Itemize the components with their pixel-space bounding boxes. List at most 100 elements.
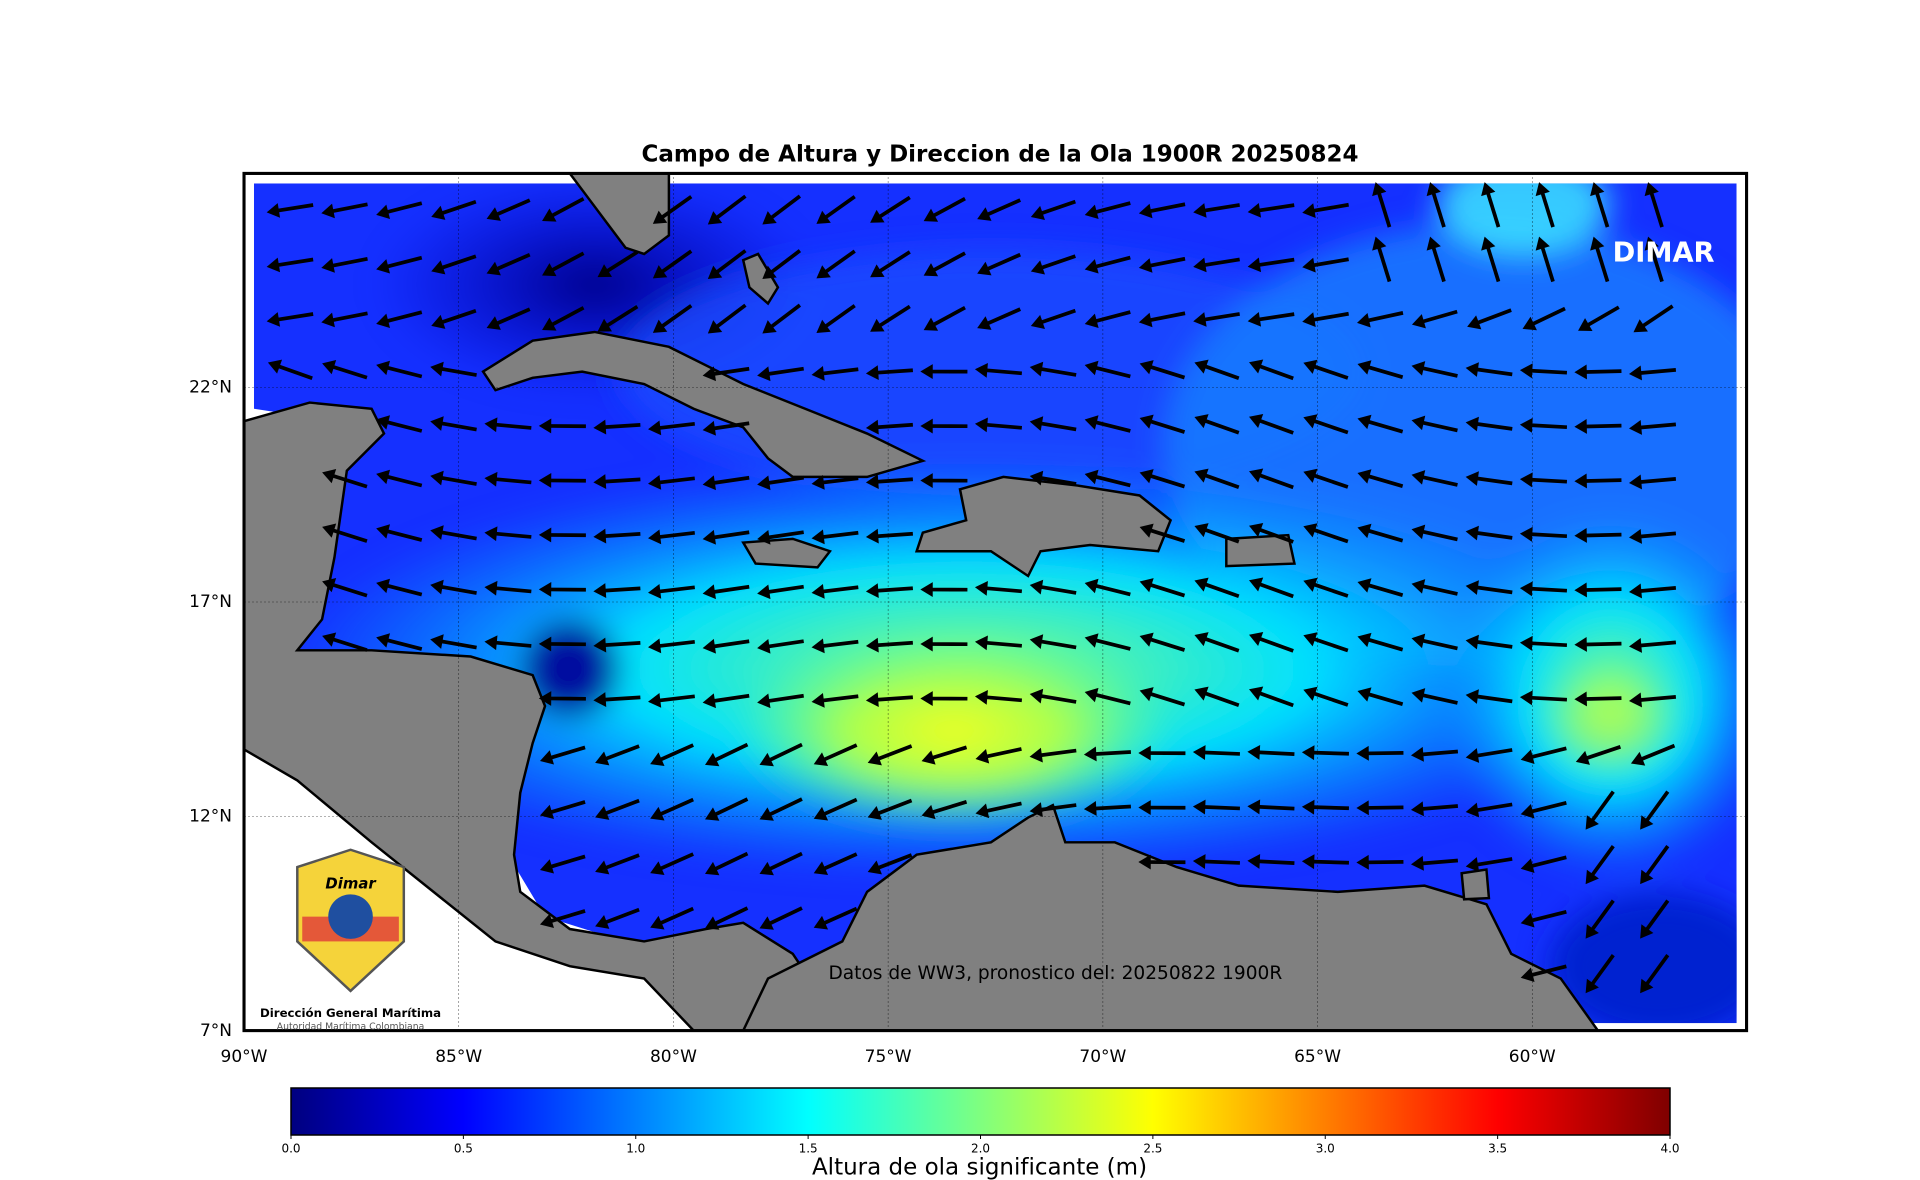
wave-arrow [1084,415,1131,433]
arrow-shaft [1642,790,1670,825]
wave-arrow [1084,255,1131,274]
wave-arrow [648,474,695,490]
axes: 90°W 85°W 80°W 75°W 70°W 65°W 60°W 7°N 12°N 17°N 2… [189,173,1747,1067]
wave-arrow [593,583,641,598]
arrow-head [1535,182,1550,197]
arrow-head [1465,471,1479,486]
wave-arrow [1535,182,1555,228]
arrow-head [867,860,882,875]
arrow-shaft [873,368,914,375]
arrow-head [1084,313,1099,329]
arrow-head [1194,359,1209,374]
arrow-shaft [600,695,641,702]
arrow-shaft [1418,474,1458,487]
arrow-shaft [1364,418,1404,434]
arrow-head [977,207,992,221]
arrow-shaft [437,529,477,541]
arrow-shaft [764,584,804,595]
wave-arrow [811,366,859,381]
arrow-head [1574,582,1587,598]
arrow-shaft [765,906,803,927]
arrow-shaft [1309,750,1349,756]
arrow-shaft [873,477,914,484]
wave-arrow [811,529,859,545]
wave-arrow [920,582,968,598]
wave-arrow [376,201,423,219]
arrow-head [593,637,607,653]
arrow-head [1356,800,1369,816]
arrow-shaft [656,743,694,763]
wave-arrow [648,420,695,436]
wave-arrow [757,693,804,709]
wave-arrow [1357,414,1404,434]
wave-arrow [1585,954,1615,994]
wave-arrow [1301,799,1349,815]
arrow-shaft [1430,188,1446,228]
wave-arrow [1357,360,1404,379]
arrow-head [870,209,885,223]
arrow-head [1628,638,1643,653]
arrow-head [595,860,610,875]
wave-arrow [1585,899,1615,939]
wave-arrow [1520,964,1567,982]
arrow-shaft [382,364,423,379]
arrow-shaft [328,202,368,214]
arrow-head [1519,635,1533,651]
arrow-head [757,529,771,545]
arrow-shaft [273,257,314,268]
arrow-head [376,360,391,376]
wave-arrow [1410,746,1459,762]
arrow-head [650,861,665,875]
arrow-shaft [1472,639,1513,649]
arrow-head [1465,857,1480,872]
wave-arrow [816,249,856,279]
wave-arrow [1574,364,1622,380]
arrow-head [652,319,668,333]
wave-arrow [974,580,1023,596]
puerto-rico [1225,533,1296,568]
arrow-head [1590,236,1605,251]
arrow-shaft [437,366,477,377]
wave-arrow [1029,802,1077,817]
arrow-shaft [765,851,803,873]
arrow-shaft [1255,472,1294,490]
arrow-head [1303,577,1318,592]
wave-arrow [376,578,423,597]
arrow-shaft [1254,859,1295,865]
arrow-shaft [819,852,858,872]
arrow-head [762,320,777,334]
wave-arrow [1520,910,1567,928]
arrow-head [1247,257,1262,273]
wave-arrow [702,529,750,545]
arrow-head [1640,815,1654,830]
arrow-head [1030,260,1045,275]
wave-arrow [1465,634,1513,650]
wave-arrow [542,306,585,331]
arrow-shaft [655,639,695,649]
arrow-head [1192,745,1206,760]
arrow-shaft [328,636,368,652]
arrow-head [539,804,554,820]
arrow-shaft [1636,531,1677,539]
arrow-shaft [983,252,1021,273]
arrow-head [484,580,498,596]
arrow-shaft [1200,472,1240,489]
arrow-shaft [546,909,586,925]
arrow-shaft [600,532,641,539]
arrow-shaft [1485,188,1501,228]
arrow-head [923,317,939,331]
wave-arrow [538,636,586,652]
arrow-shaft [712,194,747,222]
arrow-head [1356,745,1369,761]
arrow-head [702,638,716,654]
arrow-shaft [983,307,1021,327]
wave-arrow [1519,635,1568,651]
wave-arrow [648,583,695,599]
wave-arrow [1426,182,1446,228]
arrow-head [977,316,992,330]
arrow-shaft [875,250,911,275]
arrow-shaft [1091,365,1131,379]
arrow-head [705,752,720,767]
wave-arrow [1465,416,1513,432]
map-area: DIMAR Datos de WW3, pronostico del: 2025… [242,171,1749,1032]
